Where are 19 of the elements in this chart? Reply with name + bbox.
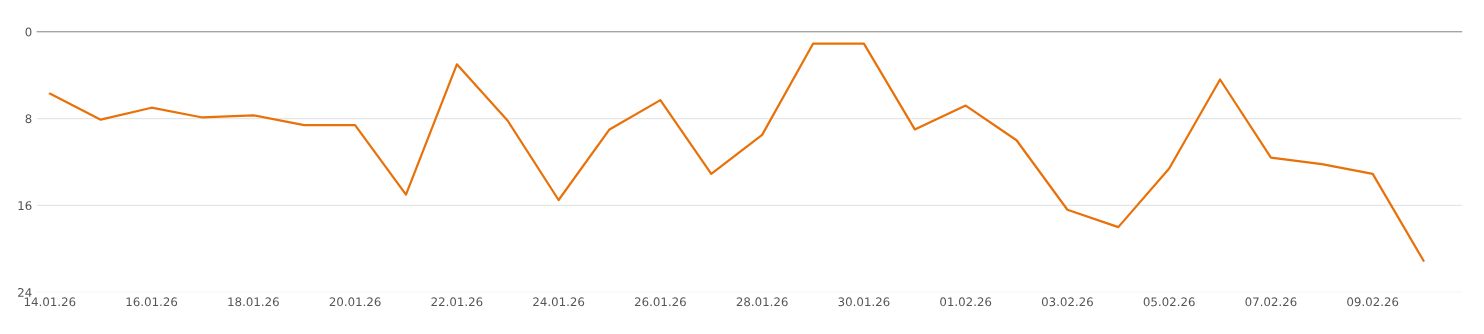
- x-tick-label: 22.01.26: [431, 297, 483, 307]
- x-tick-label: 03.02.26: [1041, 297, 1093, 307]
- x-tick-label: 05.02.26: [1143, 297, 1195, 307]
- y-tick-label: 0: [25, 27, 32, 37]
- x-tick-label: 09.02.26: [1347, 297, 1399, 307]
- x-tick-label: 18.01.26: [228, 297, 279, 307]
- x-tick-label: 16.01.26: [126, 297, 178, 307]
- x-tick-label: 01.02.26: [940, 297, 992, 307]
- line-series: [48, 42, 1425, 262]
- y-tick-label: 16: [18, 201, 32, 211]
- x-tick-label: 07.02.26: [1245, 297, 1297, 307]
- x-tick-label: 24.01.26: [533, 297, 585, 307]
- x-tick-label: 26.01.26: [634, 297, 686, 307]
- x-tick-label: 20.01.26: [329, 297, 381, 307]
- x-tick-label: 30.01.26: [838, 297, 890, 307]
- x-tick-label: 14.01.26: [24, 297, 76, 307]
- x-tick-label: 28.01.26: [736, 297, 788, 307]
- y-tick-label: 24: [18, 287, 32, 297]
- y-tick-label: 8: [25, 114, 32, 124]
